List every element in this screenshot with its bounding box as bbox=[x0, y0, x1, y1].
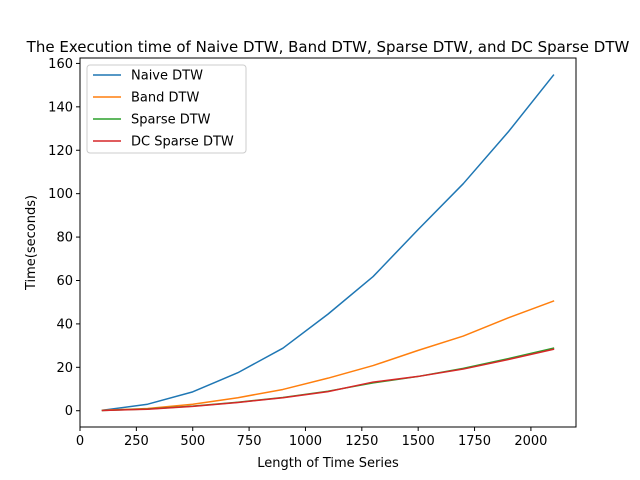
x-tick-label: 1500 bbox=[402, 434, 435, 449]
y-tick-label: 40 bbox=[56, 317, 73, 332]
y-tick-label: 120 bbox=[48, 144, 73, 159]
y-tick-label: 80 bbox=[56, 231, 73, 246]
chart-title: The Execution time of Naive DTW, Band DT… bbox=[26, 38, 630, 56]
y-axis-label: Time(seconds) bbox=[24, 195, 39, 291]
y-tick-label: 100 bbox=[48, 187, 73, 202]
y-tick-label: 20 bbox=[56, 361, 73, 376]
y-axis: 0 20 40 60 80 100 120 140 160 bbox=[48, 57, 80, 419]
legend-box bbox=[86, 64, 247, 154]
x-tick-label: 250 bbox=[124, 434, 149, 449]
x-axis-label: Length of Time Series bbox=[257, 456, 399, 471]
series-line-2 bbox=[101, 347, 555, 412]
x-tick-label: 1250 bbox=[345, 434, 378, 449]
y-tick-label: 0 bbox=[65, 404, 73, 419]
y-tick-label: 140 bbox=[48, 100, 73, 115]
x-axis: 0 250 500 750 1000 1250 1500 1750 2000 bbox=[76, 427, 547, 449]
x-tick-label: 500 bbox=[180, 434, 205, 449]
x-tick-label: 2000 bbox=[514, 434, 547, 449]
x-tick-label: 1000 bbox=[289, 434, 322, 449]
plot-lines bbox=[101, 74, 555, 412]
series-line-1 bbox=[101, 300, 555, 412]
y-tick-label: 160 bbox=[48, 57, 73, 72]
legend-label-0: Naive DTW bbox=[131, 69, 203, 84]
plot-frame bbox=[79, 57, 577, 428]
series-line-3 bbox=[101, 348, 555, 412]
x-tick-label: 1750 bbox=[458, 434, 491, 449]
x-tick-label: 750 bbox=[237, 434, 262, 449]
legend: Naive DTW Band DTW Sparse DTW DC Sparse DTW bbox=[86, 64, 247, 154]
legend-label-2: Sparse DTW bbox=[131, 113, 211, 128]
legend-label-3: DC Sparse DTW bbox=[131, 135, 234, 150]
legend-label-1: Band DTW bbox=[131, 91, 199, 106]
y-tick-label: 60 bbox=[56, 274, 73, 289]
series-line-0 bbox=[101, 74, 555, 412]
x-tick-label: 0 bbox=[76, 434, 84, 449]
